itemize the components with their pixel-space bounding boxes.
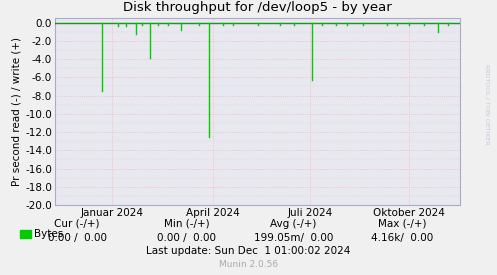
Text: 4.16k/  0.00: 4.16k/ 0.00 [371,233,434,243]
Text: 0.00 /  0.00: 0.00 / 0.00 [48,233,106,243]
Text: Last update: Sun Dec  1 01:00:02 2024: Last update: Sun Dec 1 01:00:02 2024 [146,246,351,256]
Title: Disk throughput for /dev/loop5 - by year: Disk throughput for /dev/loop5 - by year [123,1,392,14]
Text: 199.05m/  0.00: 199.05m/ 0.00 [253,233,333,243]
Text: Avg (-/+): Avg (-/+) [270,219,317,229]
Text: Munin 2.0.56: Munin 2.0.56 [219,260,278,269]
Text: RRDTOOL / TOBI OETIKER: RRDTOOL / TOBI OETIKER [485,64,490,145]
Text: Min (-/+): Min (-/+) [164,219,209,229]
Text: 0.00 /  0.00: 0.00 / 0.00 [157,233,216,243]
Text: Max (-/+): Max (-/+) [378,219,427,229]
Text: Bytes: Bytes [34,229,63,239]
Text: Cur (-/+): Cur (-/+) [54,219,100,229]
Y-axis label: Pr second read (-) / write (+): Pr second read (-) / write (+) [11,37,21,186]
